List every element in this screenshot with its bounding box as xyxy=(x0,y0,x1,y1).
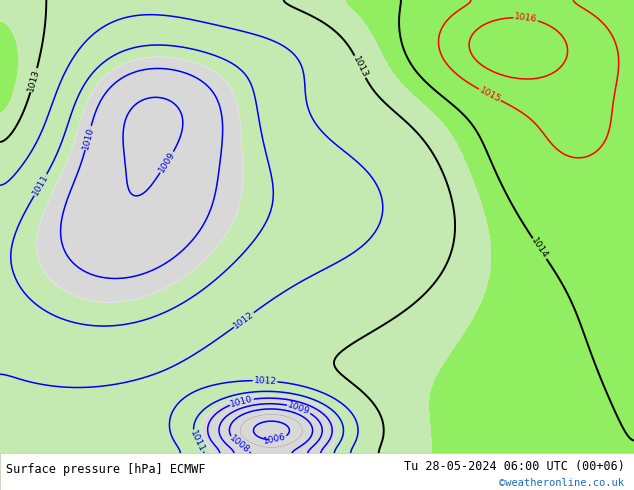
Text: 1010: 1010 xyxy=(81,126,95,150)
Text: 1009: 1009 xyxy=(157,150,177,174)
Text: 1016: 1016 xyxy=(514,12,538,24)
Text: 1008: 1008 xyxy=(228,434,251,456)
Text: 1014: 1014 xyxy=(529,237,550,261)
Text: 1006: 1006 xyxy=(262,433,287,446)
Text: 1009: 1009 xyxy=(287,400,311,416)
Text: 1011: 1011 xyxy=(31,173,50,197)
Text: 1013: 1013 xyxy=(351,54,369,79)
Text: 1012: 1012 xyxy=(254,376,276,386)
Text: Surface pressure [hPa] ECMWF: Surface pressure [hPa] ECMWF xyxy=(6,463,206,476)
Text: 1012: 1012 xyxy=(232,310,256,330)
Text: 1010: 1010 xyxy=(230,394,254,409)
Text: 1011: 1011 xyxy=(188,429,206,453)
Text: Tu 28-05-2024 06:00 UTC (00+06): Tu 28-05-2024 06:00 UTC (00+06) xyxy=(404,460,624,473)
FancyBboxPatch shape xyxy=(0,453,634,490)
Text: ©weatheronline.co.uk: ©weatheronline.co.uk xyxy=(500,478,624,489)
Text: 1015: 1015 xyxy=(477,86,502,104)
Text: 1013: 1013 xyxy=(27,68,41,93)
